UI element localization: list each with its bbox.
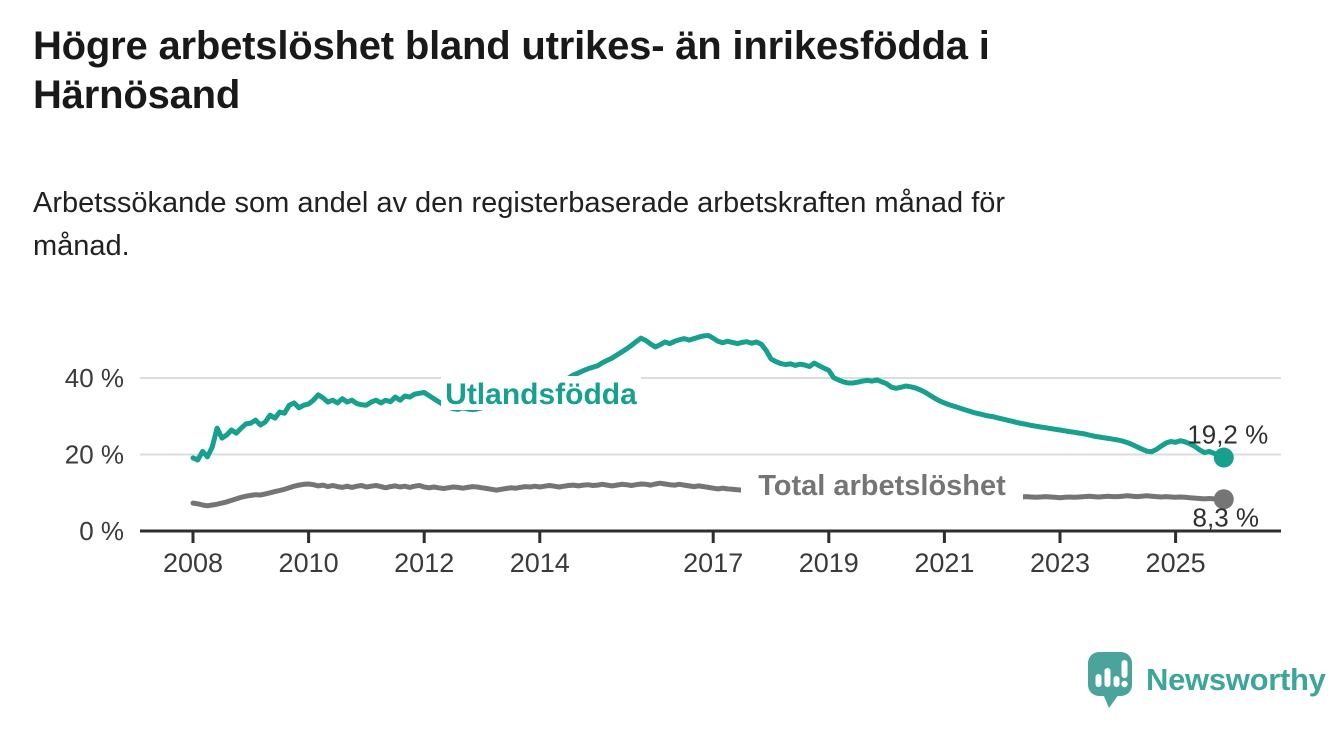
series-label-foreign-born: Utlandsfödda	[445, 378, 637, 411]
x-axis-tick-label-2025: 2025	[1146, 548, 1206, 578]
bar-chart-speech-bubble-icon	[1088, 652, 1132, 708]
end-value-label-foreign-born: 19,2 %	[1187, 420, 1268, 450]
x-axis-tick-label-2023: 2023	[1030, 548, 1090, 578]
x-axis-tick-label-2021: 2021	[914, 548, 974, 578]
series-line-total	[190, 480, 1227, 509]
y-axis-tick-label-20: 20 %	[65, 440, 124, 470]
series-line-foreign-born	[190, 333, 1227, 463]
newsworthy-logo: Newsworthy	[1087, 651, 1326, 709]
x-axis-tick-label-2014: 2014	[510, 548, 570, 578]
series-label-total: Total arbetslöshet	[758, 470, 1006, 502]
x-axis-tick-label-2008: 2008	[163, 548, 223, 578]
y-axis-tick-label-0: 0 %	[79, 516, 124, 546]
x-axis-tick-label-2019: 2019	[799, 548, 859, 578]
page-title-line-1: Högre arbetslöshet bland utrikes- än inr…	[33, 24, 990, 68]
newsworthy-wordmark: Newsworthy	[1146, 662, 1326, 697]
x-axis-tick-label-2017: 2017	[683, 548, 743, 578]
page-subtitle-line-1: Arbetssökande som andel av den registerb…	[33, 187, 1006, 219]
y-axis-tick-label-40: 40 %	[65, 363, 124, 393]
page-title-line-2: Härnösand	[33, 73, 241, 117]
end-value-label-total: 8,3 %	[1193, 502, 1260, 532]
x-axis-tick-label-2010: 2010	[279, 548, 339, 578]
series-label-halo-1	[741, 469, 1023, 502]
page-title: Högre arbetslöshet bland utrikes- än inr…	[33, 22, 990, 120]
page-subtitle: Arbetssökande som andel av den registerb…	[33, 182, 1005, 268]
end-dot-foreign-born	[1213, 447, 1234, 468]
end-dot-total	[1213, 489, 1234, 510]
series-label-halo-0	[441, 376, 641, 410]
page-subtitle-line-2: månad.	[33, 230, 130, 262]
x-axis-tick-label-2012: 2012	[394, 548, 454, 578]
